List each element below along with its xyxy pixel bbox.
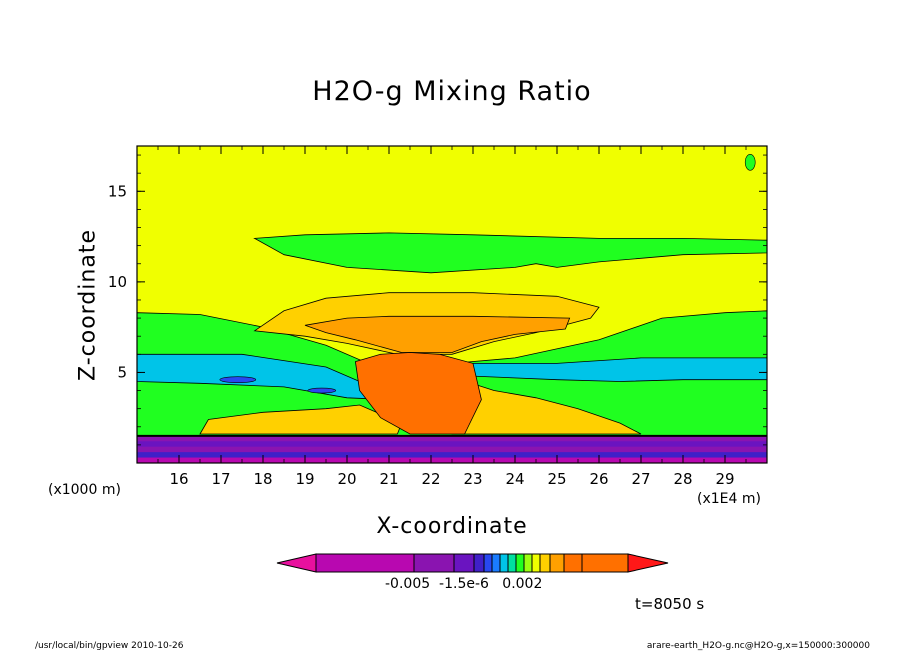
x-tick-label: 26 bbox=[589, 470, 608, 488]
y-axis-unit: (x1000 m) bbox=[48, 482, 121, 498]
x-tick-label: 24 bbox=[505, 470, 524, 488]
x-tick-label: 21 bbox=[379, 470, 398, 488]
x-tick-label: 28 bbox=[673, 470, 692, 488]
x-tick-label: 27 bbox=[631, 470, 650, 488]
colorbar-cell bbox=[549, 553, 565, 573]
blue-patch bbox=[307, 387, 337, 394]
x-tick-label: 18 bbox=[253, 470, 272, 488]
x-axis-label: X-coordinate bbox=[376, 514, 528, 539]
surface-band bbox=[137, 452, 767, 458]
blue-patch bbox=[219, 376, 257, 383]
level-upper-moist-layer bbox=[253, 232, 767, 274]
colorbar-labels: -0.005 -1.5e-6 0.002 bbox=[385, 576, 542, 592]
chart-title: H2O-g Mixing Ratio bbox=[312, 76, 592, 107]
level-mid-moist-layer bbox=[463, 357, 767, 382]
time-annotation: t=8050 s bbox=[635, 595, 705, 613]
surface-band bbox=[137, 441, 767, 447]
colorbar-cell bbox=[491, 553, 501, 573]
colorbar-min-arrow bbox=[276, 553, 317, 573]
colorbar-cell bbox=[413, 553, 455, 573]
contour-field bbox=[137, 146, 767, 463]
x-tick-label: 23 bbox=[463, 470, 482, 488]
y-tick-label: 10 bbox=[108, 273, 127, 291]
colorbar-cell bbox=[453, 553, 475, 573]
footer-source: arare-earth_H2O-g.nc@H2O-g,x=150000:3000… bbox=[646, 641, 870, 651]
colorbar-cell bbox=[507, 553, 517, 573]
level-anvil-core bbox=[304, 315, 571, 353]
colorbar-max-arrow bbox=[627, 553, 669, 573]
x-axis-unit: (x1E4 m) bbox=[697, 491, 761, 507]
x-tick-label: 25 bbox=[547, 470, 566, 488]
colorbar-cell bbox=[563, 553, 583, 573]
y-tick-label: 15 bbox=[108, 182, 127, 200]
colorbar-cell bbox=[483, 553, 493, 573]
colorbar-cell bbox=[539, 553, 551, 573]
colorbar-cell bbox=[499, 553, 509, 573]
x-tick-label: 16 bbox=[169, 470, 188, 488]
level-convective-core bbox=[354, 352, 482, 435]
colorbar-cell bbox=[473, 553, 485, 573]
axis-ticks: 16 17 18 19 20 21 22 23 24 25 26 27 28 29 5 10 15 bbox=[108, 146, 767, 488]
colorbar-label: -1.5e-6 bbox=[439, 576, 489, 592]
colorbar-cell bbox=[515, 553, 525, 573]
colorbar-cell bbox=[581, 553, 629, 573]
x-tick-label: 29 bbox=[715, 470, 734, 488]
level-low-fringe bbox=[199, 404, 403, 435]
green-spot bbox=[744, 154, 756, 171]
colorbar-label: -0.005 bbox=[385, 576, 431, 592]
colorbar-label: 0.002 bbox=[502, 576, 543, 592]
x-tick-label: 22 bbox=[421, 470, 440, 488]
x-tick-label: 17 bbox=[211, 470, 230, 488]
colorbar-cell bbox=[315, 553, 415, 573]
y-tick-label: 5 bbox=[117, 363, 127, 381]
footer-program: /usr/local/bin/gpview 2010-10-26 bbox=[35, 641, 184, 651]
x-tick-label: 19 bbox=[295, 470, 314, 488]
x-tick-label: 20 bbox=[337, 470, 356, 488]
y-axis-label: Z-coordinate bbox=[75, 229, 101, 381]
colorbar-cell bbox=[523, 553, 533, 573]
colorbar bbox=[276, 553, 669, 573]
colorbar-cell bbox=[531, 553, 541, 573]
